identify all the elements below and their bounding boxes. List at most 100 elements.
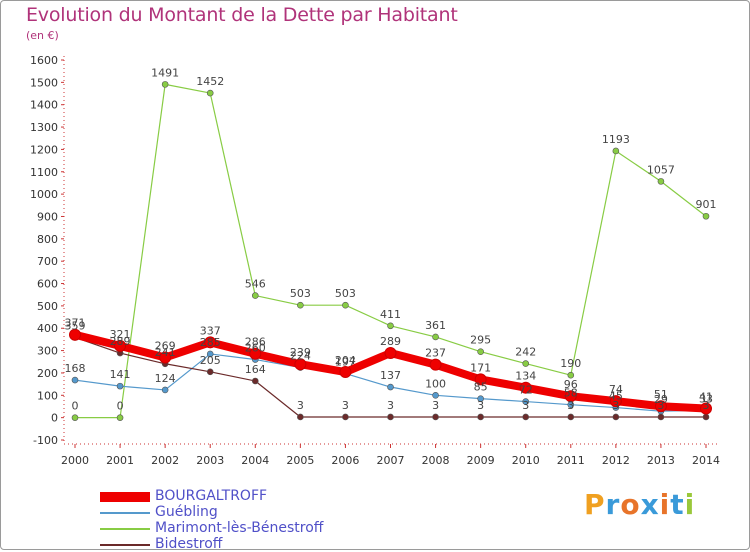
data-point-marimont-les-benestroff xyxy=(657,178,665,185)
data-label-bidestroff: 3 xyxy=(387,399,394,412)
y-tick-label: 1600 xyxy=(30,54,58,67)
data-label-marimont-les-benestroff: 0 xyxy=(117,400,124,413)
data-label-marimont-les-benestroff: 190 xyxy=(560,357,581,370)
data-label-guebling: 72 xyxy=(519,384,533,397)
data-label-bidestroff: 164 xyxy=(245,363,266,376)
x-tick-label: 2004 xyxy=(241,454,269,467)
data-point-marimont-les-benestroff xyxy=(612,147,620,155)
y-tick-label: 500 xyxy=(37,300,58,313)
y-tick-label: 800 xyxy=(37,233,58,246)
data-point-bourgaltroff xyxy=(384,347,397,360)
y-tick-label: 700 xyxy=(37,255,58,268)
legend-swatch-guebling xyxy=(100,512,150,514)
data-point-guebling xyxy=(71,376,79,384)
data-label-bourgaltroff: 51 xyxy=(654,388,668,401)
y-tick-label: 1100 xyxy=(30,166,58,179)
legend-swatch-bourgaltroff xyxy=(100,492,150,502)
data-point-bourgaltroff xyxy=(609,395,622,408)
data-label-marimont-les-benestroff: 1491 xyxy=(151,66,179,79)
data-point-bourgaltroff xyxy=(339,366,352,379)
data-label-bidestroff: 3 xyxy=(657,399,664,412)
data-point-bourgaltroff xyxy=(159,351,172,364)
x-tick-label: 2003 xyxy=(196,454,224,467)
data-label-marimont-les-benestroff: 503 xyxy=(290,287,311,300)
data-label-bidestroff: 3 xyxy=(567,399,574,412)
data-point-bourgaltroff xyxy=(474,373,487,386)
legend-swatch-bidestroff xyxy=(100,544,150,546)
data-label-guebling: 141 xyxy=(110,368,131,381)
data-point-bidestroff xyxy=(206,368,214,376)
data-label-guebling: 197 xyxy=(335,356,356,369)
data-label-bidestroff: 3 xyxy=(297,399,304,412)
data-point-bidestroff xyxy=(251,377,259,385)
data-point-marimont-les-benestroff xyxy=(71,414,79,421)
legend-label-marimont: Marimont-lès-Bénestroff xyxy=(155,520,324,536)
data-point-guebling xyxy=(477,395,484,402)
data-label-marimont-les-benestroff: 295 xyxy=(470,334,491,347)
data-point-marimont-les-benestroff xyxy=(567,371,575,379)
data-label-bourgaltroff: 74 xyxy=(609,383,623,396)
data-label-guebling: 224 xyxy=(290,350,311,363)
data-label-bidestroff: 3 xyxy=(432,399,439,412)
logo-letter: P xyxy=(584,488,606,521)
x-tick-label: 2005 xyxy=(286,454,314,467)
data-point-bidestroff xyxy=(342,413,349,421)
data-point-marimont-les-benestroff xyxy=(206,89,214,97)
y-tick-label: 1000 xyxy=(30,188,58,201)
data-label-marimont-les-benestroff: 1057 xyxy=(647,163,675,176)
data-label-guebling: 260 xyxy=(245,342,266,355)
data-label-bourgaltroff: 321 xyxy=(110,328,131,341)
data-label-bidestroff: 3 xyxy=(342,399,349,412)
data-label-bourgaltroff: 337 xyxy=(200,324,221,337)
data-label-guebling: 285 xyxy=(200,336,221,349)
data-point-bourgaltroff xyxy=(249,347,262,360)
data-point-bidestroff xyxy=(297,413,304,421)
data-label-marimont-les-benestroff: 242 xyxy=(515,346,536,359)
data-label-bourgaltroff: 289 xyxy=(380,335,401,348)
x-tick-label: 2002 xyxy=(151,454,179,467)
x-tick-label: 2014 xyxy=(692,454,720,467)
data-label-guebling: 58 xyxy=(564,387,578,400)
data-point-marimont-les-benestroff xyxy=(116,414,124,421)
data-label-bourgaltroff: 269 xyxy=(155,340,176,353)
y-tick-label: 200 xyxy=(37,367,58,380)
data-label-bourgaltroff: 286 xyxy=(245,336,266,349)
y-tick-label: 0 xyxy=(51,412,58,425)
logo-letter: o xyxy=(620,488,641,521)
data-label-marimont-les-benestroff: 901 xyxy=(696,198,717,211)
logo-letter: t xyxy=(670,488,685,521)
data-point-bidestroff xyxy=(477,413,484,421)
data-point-guebling xyxy=(116,382,124,390)
data-point-guebling xyxy=(432,391,439,399)
x-tick-label: 2011 xyxy=(557,454,585,467)
y-tick-label: 1200 xyxy=(30,143,58,156)
data-point-bourgaltroff xyxy=(69,328,81,341)
data-point-guebling xyxy=(387,383,394,391)
data-label-bidestroff: 3 xyxy=(477,399,484,412)
data-label-bourgaltroff: 371 xyxy=(65,317,86,330)
data-label-guebling: 100 xyxy=(425,377,446,390)
logo-letter: x xyxy=(640,488,660,521)
y-tick-label: 600 xyxy=(37,278,58,291)
data-point-bourgaltroff xyxy=(114,339,127,352)
legend-label-bourgaltroff: BOURGALTROFF xyxy=(155,488,268,504)
data-label-guebling: 168 xyxy=(65,362,86,375)
data-label-guebling: 124 xyxy=(155,372,176,385)
data-label-bidestroff: 3 xyxy=(612,399,619,412)
y-tick-label: 1500 xyxy=(30,76,58,89)
data-label-guebling: 33 xyxy=(699,392,713,405)
logo-letter: r xyxy=(605,488,621,521)
data-point-bidestroff xyxy=(567,413,575,421)
data-point-bidestroff xyxy=(702,413,710,421)
data-point-bourgaltroff xyxy=(654,400,667,413)
data-label-guebling: 45 xyxy=(609,390,623,403)
data-label-bourgaltroff: 239 xyxy=(290,346,311,359)
data-point-bidestroff xyxy=(657,413,665,421)
y-tick-label: 900 xyxy=(37,210,58,223)
data-label-bidestroff: 205 xyxy=(200,354,221,367)
data-label-bidestroff: 3 xyxy=(522,399,529,412)
data-point-marimont-les-benestroff xyxy=(342,301,349,309)
x-tick-label: 2000 xyxy=(61,454,89,467)
data-label-bourgaltroff: 171 xyxy=(470,361,491,374)
